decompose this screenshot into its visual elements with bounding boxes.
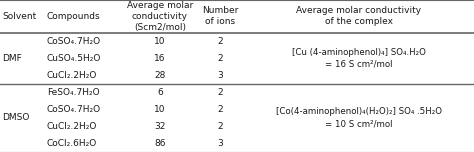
- Text: Solvent: Solvent: [2, 12, 36, 21]
- Text: 10: 10: [154, 36, 166, 46]
- Text: 2: 2: [218, 54, 223, 63]
- Text: 32: 32: [155, 122, 165, 131]
- Text: 3: 3: [218, 71, 223, 80]
- Text: CuCl₂.2H₂O: CuCl₂.2H₂O: [47, 122, 97, 131]
- Text: Average molar conductivity
of the complex: Average molar conductivity of the comple…: [297, 6, 421, 26]
- Text: CoSO₄.7H₂O: CoSO₄.7H₂O: [47, 36, 101, 46]
- Text: 3: 3: [218, 139, 223, 148]
- Text: Number
of ions: Number of ions: [202, 6, 238, 26]
- Text: 28: 28: [155, 71, 165, 80]
- Text: CoSO₄.7H₂O: CoSO₄.7H₂O: [47, 105, 101, 114]
- Text: Average molar
conductivity
(Scm2/mol): Average molar conductivity (Scm2/mol): [127, 1, 193, 32]
- Text: 2: 2: [218, 88, 223, 97]
- Text: 16: 16: [154, 54, 166, 63]
- Text: 2: 2: [218, 36, 223, 46]
- Text: Compounds: Compounds: [47, 12, 100, 21]
- Text: CoCl₂.6H₂O: CoCl₂.6H₂O: [47, 139, 97, 148]
- Text: [Cu (4-aminophenol)₄] SO₄.H₂O
= 16 S cm²/mol: [Cu (4-aminophenol)₄] SO₄.H₂O = 16 S cm²…: [292, 48, 426, 69]
- Text: FeSO₄.7H₂O: FeSO₄.7H₂O: [47, 88, 100, 97]
- Text: 2: 2: [218, 105, 223, 114]
- Text: CuSO₄.5H₂O: CuSO₄.5H₂O: [47, 54, 101, 63]
- Text: 6: 6: [157, 88, 163, 97]
- Text: 10: 10: [154, 105, 166, 114]
- Text: DMF: DMF: [2, 54, 22, 63]
- Text: [Co(4-aminophenol)₄(H₂O)₂] SO₄ .5H₂O
= 10 S cm²/mol: [Co(4-aminophenol)₄(H₂O)₂] SO₄ .5H₂O = 1…: [276, 107, 442, 128]
- Text: 2: 2: [218, 122, 223, 131]
- Text: 86: 86: [154, 139, 166, 148]
- Text: DMSO: DMSO: [2, 113, 29, 122]
- Text: CuCl₂.2H₂O: CuCl₂.2H₂O: [47, 71, 97, 80]
